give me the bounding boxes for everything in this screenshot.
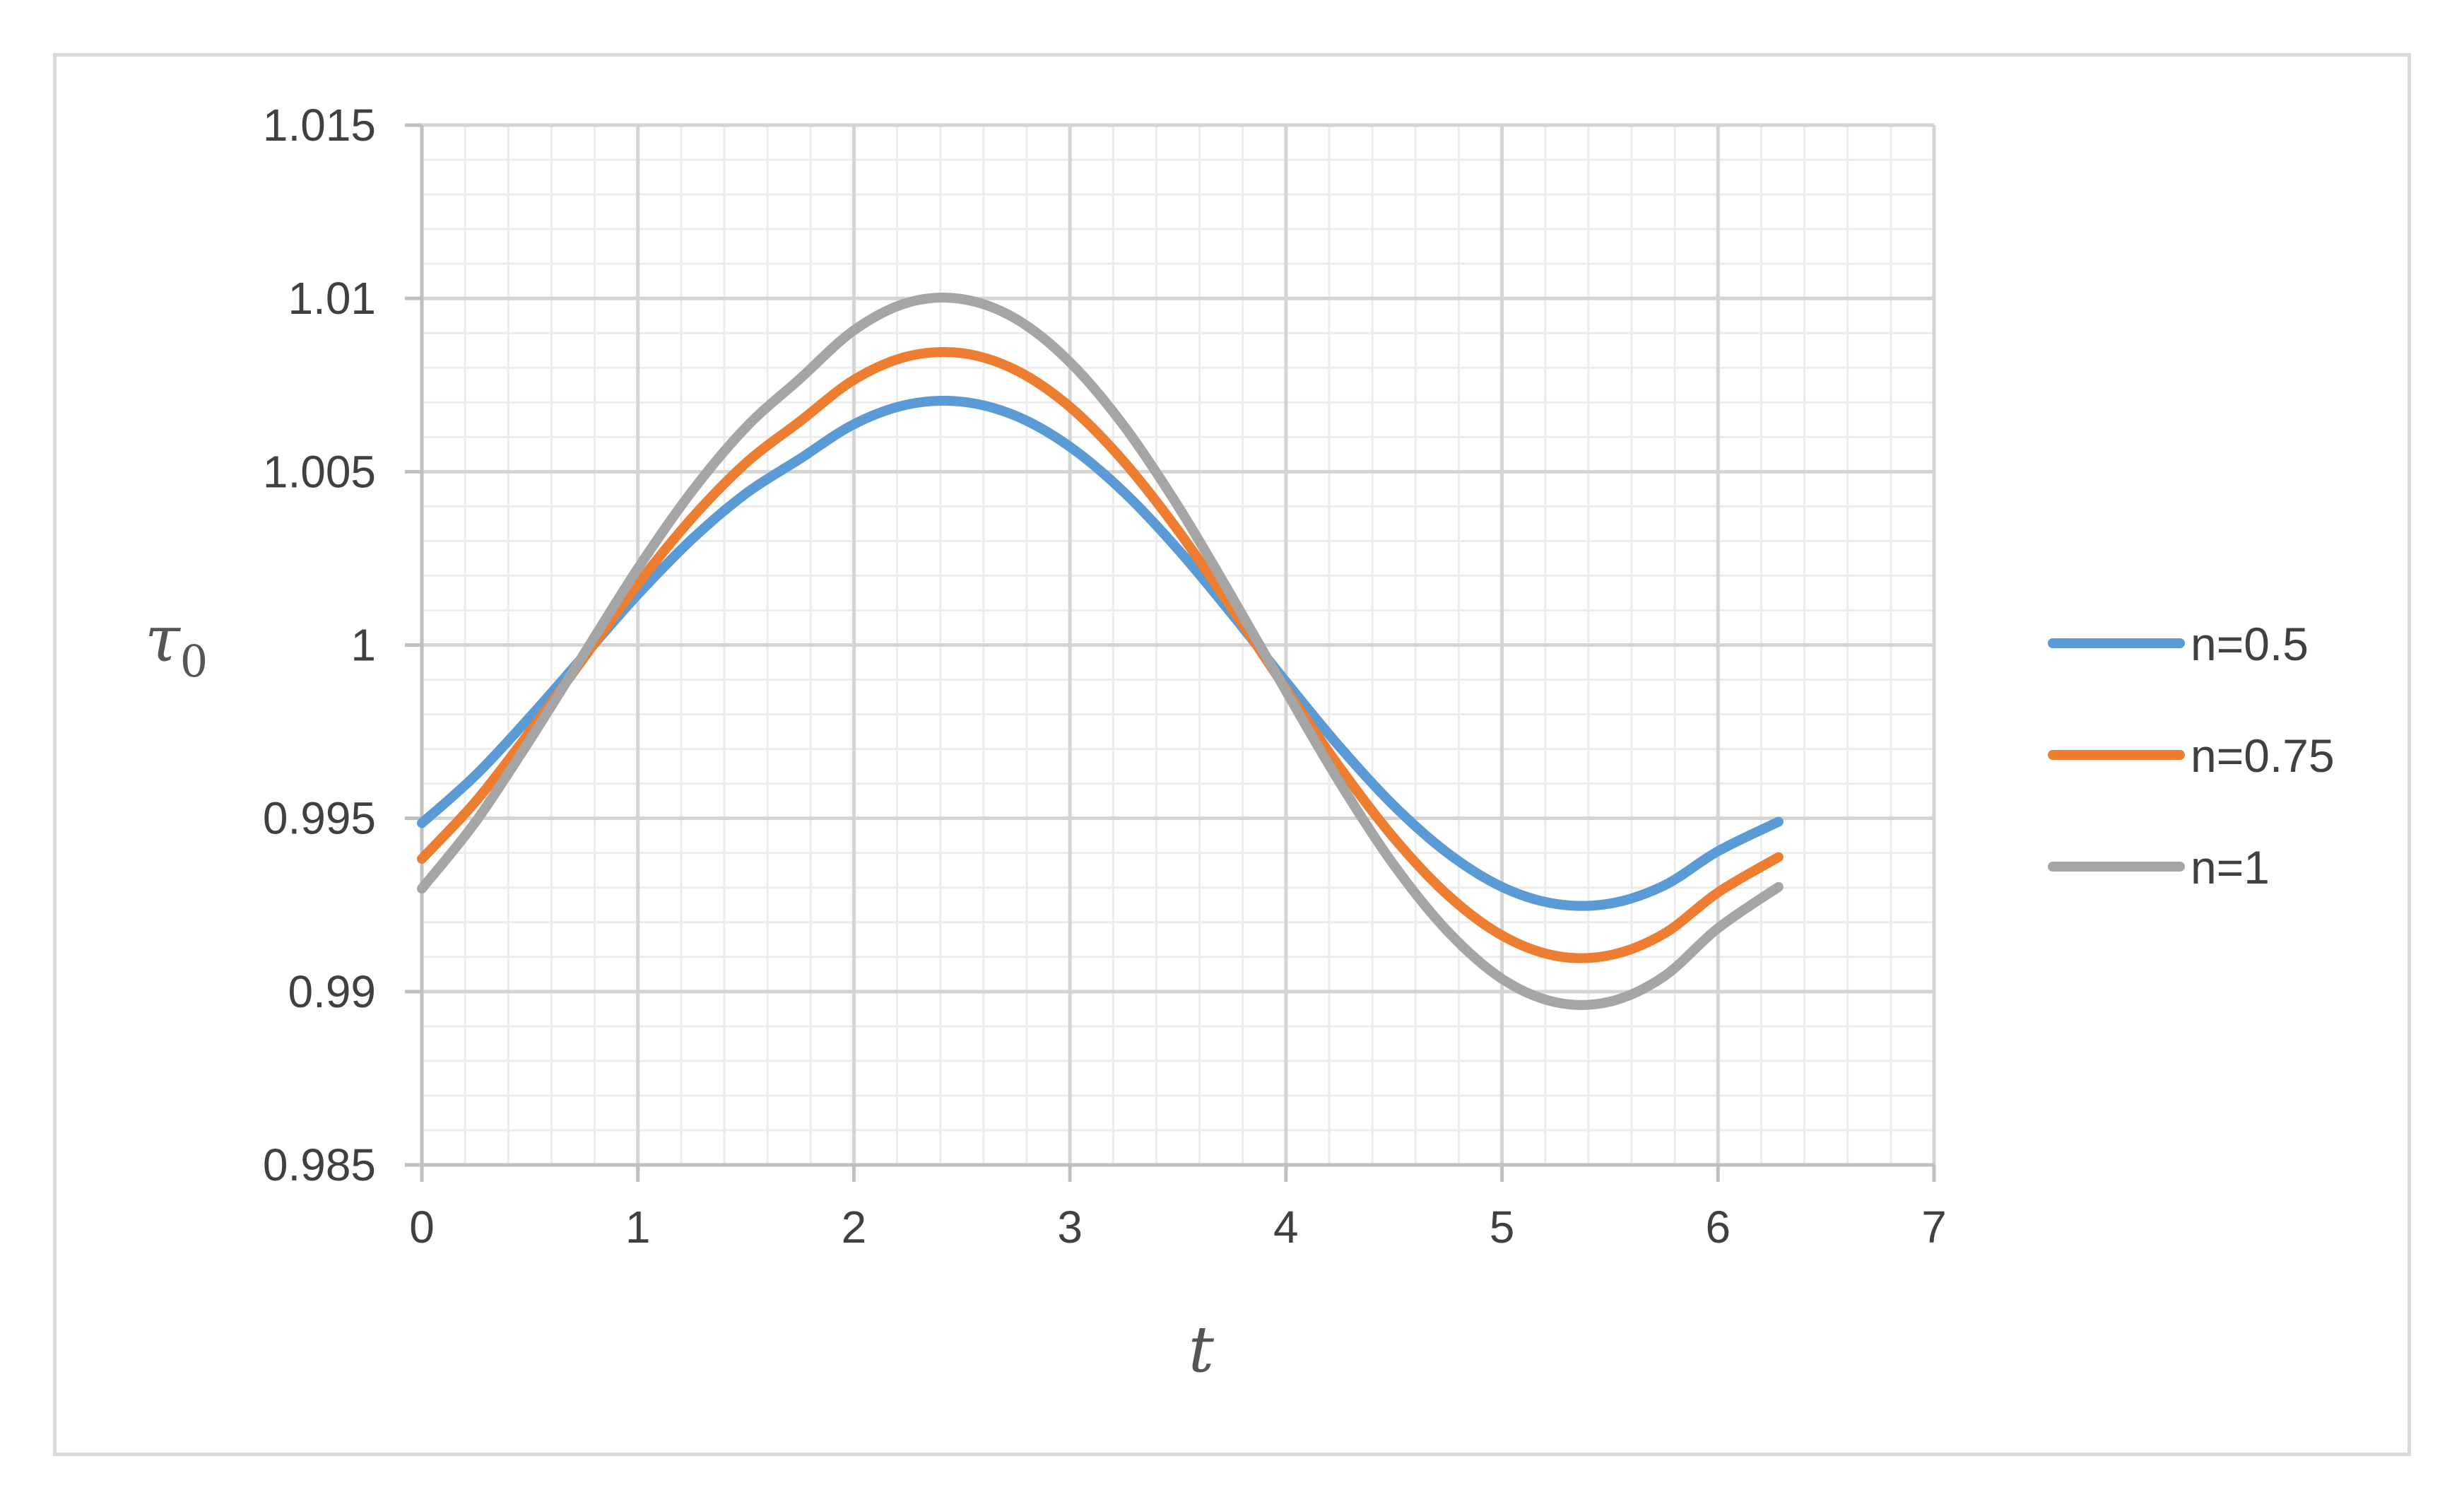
y-tick-label: 1.005 [263, 446, 376, 497]
y-tick-labels: 0.985 0.99 0.995 1 1.005 1.01 1.015 [263, 100, 376, 1190]
legend-label: n=0.75 [2191, 729, 2335, 782]
chart-frame [53, 53, 2411, 1456]
x-tick-labels: 0 1 2 3 4 5 6 7 [409, 1202, 1947, 1253]
y-tick-label: 1.01 [288, 273, 376, 324]
series-line-n=0.75 [417, 346, 1784, 963]
x-tick-label: 1 [625, 1202, 651, 1253]
axes [405, 123, 1936, 1182]
y-axis-label-main: τ [145, 602, 181, 676]
y-axis-label-subscript: 0 [180, 635, 208, 687]
legend: n=0.5 n=0.75 n=1 [2048, 618, 2335, 893]
plot-area [417, 293, 1784, 1010]
x-tick-label: 3 [1057, 1202, 1083, 1253]
x-tick-label: 5 [1490, 1202, 1515, 1253]
y-tick-label: 1 [350, 620, 376, 671]
x-axis-label: t [1189, 1313, 1215, 1387]
series-line-n=0.5 [417, 395, 1784, 911]
y-tick-label: 0.985 [263, 1139, 376, 1190]
x-tick-label: 7 [1921, 1202, 1947, 1253]
x-tick-label: 4 [1273, 1202, 1299, 1253]
grid [420, 123, 1936, 1167]
y-tick-label: 1.015 [263, 100, 376, 151]
legend-label: n=0.5 [2191, 618, 2309, 670]
x-tick-label: 0 [409, 1202, 435, 1253]
series-line-n=1 [417, 293, 1784, 1010]
y-tick-label: 0.995 [263, 793, 376, 844]
legend-label: n=1 [2191, 841, 2270, 893]
x-tick-label: 6 [1705, 1202, 1731, 1253]
x-tick-label: 2 [842, 1202, 867, 1253]
y-tick-label: 0.99 [288, 966, 376, 1017]
y-axis-label: τ0 [145, 602, 208, 687]
